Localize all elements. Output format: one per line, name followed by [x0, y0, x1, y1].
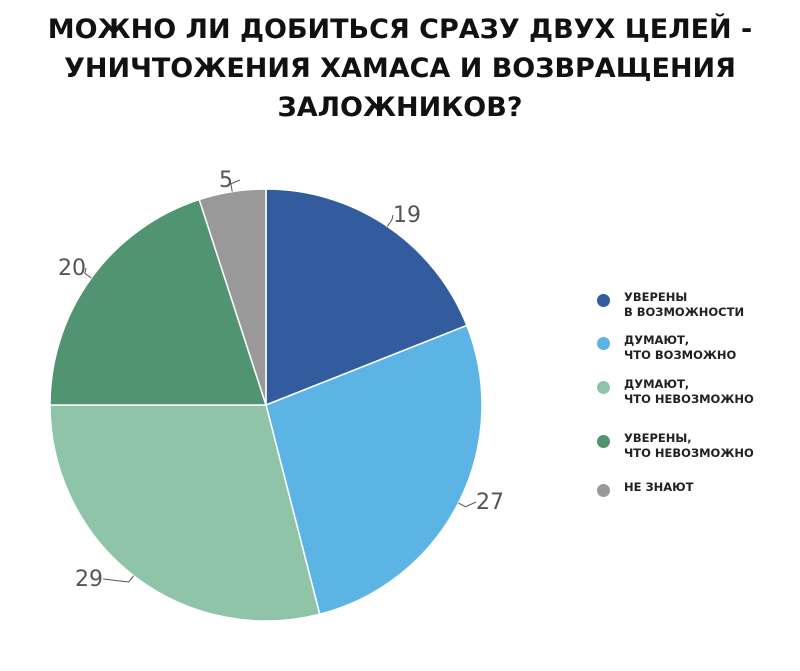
- pie-leader-line: [102, 575, 135, 583]
- legend-label-line: ЧТО НЕВОЗМОЖНО: [624, 446, 754, 460]
- pie-leader-line: [84, 267, 92, 279]
- chart-title-line-2: УНИЧТОЖЕНИЯ ХАМАСА И ВОЗВРАЩЕНИЯ: [64, 53, 736, 84]
- pie-data-label: 27: [476, 490, 504, 515]
- pie-data-label: 29: [75, 567, 103, 592]
- legend-label: ДУМАЮТ, ЧТО ВОЗМОЖНО: [624, 333, 736, 363]
- legend-label: НЕ ЗНАЮТ: [624, 480, 694, 495]
- legend-marker: [597, 381, 610, 394]
- pie-data-label: 20: [58, 256, 86, 281]
- legend-label: УВЕРЕНЫ, ЧТО НЕВОЗМОЖНО: [624, 431, 754, 461]
- legend-label-line: ДУМАЮТ,: [624, 333, 690, 347]
- legend-label-line: ЧТО ВОЗМОЖНО: [624, 348, 737, 362]
- legend-label-line: УВЕРЕНЫ: [624, 290, 688, 304]
- pie-leader-line: [458, 501, 477, 508]
- legend-marker: [597, 484, 610, 497]
- legend-marker: [597, 337, 610, 350]
- legend-label-line: В ВОЗМОЖНОСТИ: [624, 305, 745, 319]
- chart-title-line-3: ЗАЛОЖНИКОВ?: [277, 92, 523, 123]
- pie-slice: [49, 404, 321, 622]
- pie-leader-line: [230, 179, 241, 192]
- pie-slice: [198, 188, 267, 406]
- chart-title-line-1: МОЖНО ЛИ ДОБИТЬСЯ СРАЗУ ДВУХ ЦЕЛЕЙ -: [47, 14, 753, 45]
- legend-label-line: УВЕРЕНЫ,: [624, 431, 692, 445]
- chart-title: МОЖНО ЛИ ДОБИТЬСЯ СРАЗУ ДВУХ ЦЕЛЕЙ - УНИ…: [0, 10, 800, 127]
- pie-data-label: 5: [219, 168, 233, 193]
- legend-label: ДУМАЮТ, ЧТО НЕВОЗМОЖНО: [624, 377, 754, 407]
- legend-label-line: НЕ ЗНАЮТ: [624, 480, 694, 494]
- legend-label-line: ЧТО НЕВОЗМОЖНО: [624, 392, 754, 406]
- legend-marker: [597, 294, 610, 307]
- legend-label-line: ДУМАЮТ,: [624, 377, 690, 391]
- pie-data-label: 19: [393, 203, 421, 228]
- pie-slices: [49, 188, 483, 622]
- pie-leader-lines: [84, 179, 477, 583]
- pie-data-labels: 19 27 29 20 5: [58, 168, 504, 592]
- legend-marker: [597, 435, 610, 448]
- pie-leader-line: [386, 214, 394, 227]
- legend-label: УВЕРЕНЫ В ВОЗМОЖНОСТИ: [624, 290, 744, 320]
- pie-slice: [49, 198, 268, 406]
